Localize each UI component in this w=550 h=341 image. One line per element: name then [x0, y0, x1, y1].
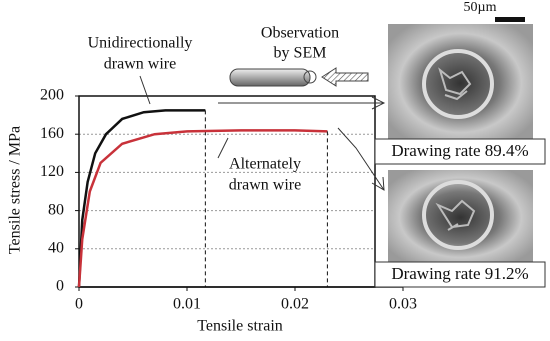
x-tick-label: 0: [75, 296, 83, 313]
y-tick-label: 160: [40, 125, 64, 142]
label-box: [374, 138, 546, 165]
y-axis-label: Tensile stress / MPa: [7, 126, 24, 254]
x-tick-label: 0.01: [173, 296, 201, 313]
scale-label: 50µm: [464, 0, 497, 15]
sem-image: [388, 24, 533, 142]
scale-bar: [495, 17, 525, 22]
annotation: Observation: [261, 25, 339, 42]
y-tick-label: 0: [56, 278, 64, 295]
annotation: Alternately: [229, 156, 301, 173]
x-tick-label: 0.03: [389, 296, 417, 313]
wire-illustration: [229, 67, 369, 87]
annotation: Drawing rate 91.2%: [391, 264, 528, 283]
annotation: Unidirectionally: [88, 35, 193, 52]
plot: 0 40 80 120 160 200 0 0.01 0.02 0.03: [40, 87, 417, 313]
x-tick-label: 0.02: [281, 296, 309, 313]
y-tick-label: 80: [48, 201, 64, 218]
annotation: Drawing rate 89.4%: [391, 141, 528, 160]
y-tick-label: 120: [40, 163, 64, 180]
y-tick-label: 200: [40, 87, 64, 104]
line: [77, 109, 206, 288]
annotation: drawn wire: [229, 177, 301, 194]
x-axis-label: Tensile strain: [197, 318, 283, 335]
y-tick-label: 40: [48, 239, 64, 256]
annotation: by SEM: [274, 45, 327, 62]
label-box: [374, 261, 546, 288]
plot-frame: [78, 95, 376, 288]
annotation: drawn wire: [104, 56, 176, 73]
arrow: [139, 75, 386, 191]
sem-image: [388, 170, 533, 265]
line: [77, 129, 328, 288]
